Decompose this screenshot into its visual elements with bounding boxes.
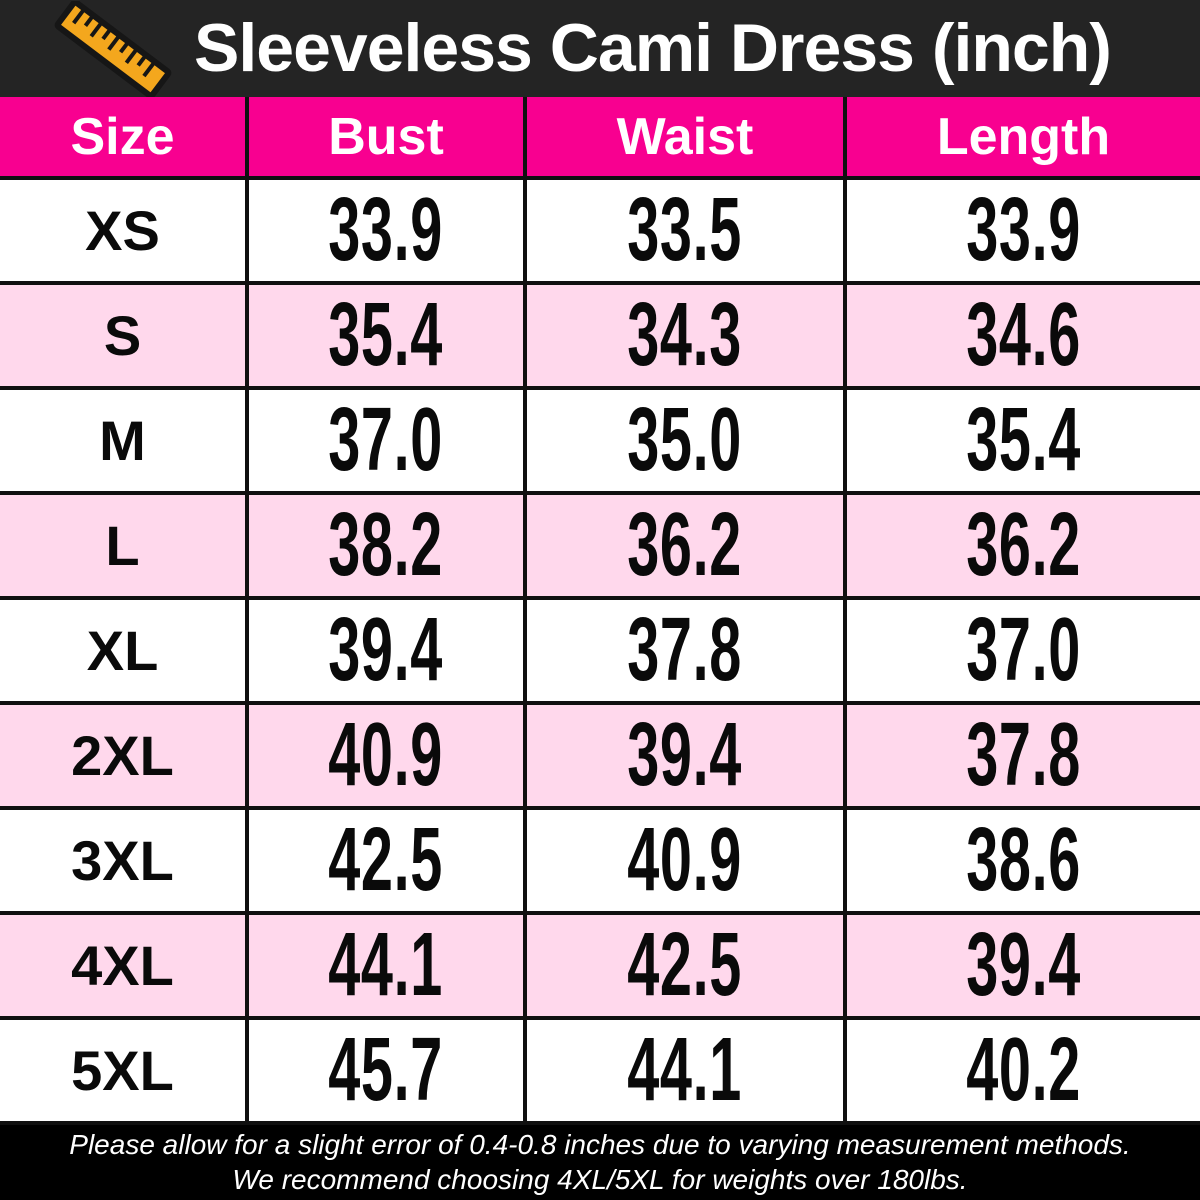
size-cell: 5XL bbox=[0, 1016, 249, 1125]
measurement-value: 38.2 bbox=[328, 494, 444, 595]
length-cell: 38.6 bbox=[843, 806, 1200, 915]
measurement-value: 35.4 bbox=[966, 389, 1081, 490]
bust-cell: 35.4 bbox=[245, 281, 527, 390]
length-cell: 40.2 bbox=[843, 1016, 1200, 1125]
measurement-value: 35.0 bbox=[627, 389, 743, 490]
table-row: 2XL 40.9 39.4 37.8 bbox=[0, 701, 1200, 810]
column-header-length: Length bbox=[843, 97, 1200, 180]
footer-line-1: Please allow for a slight error of 0.4-0… bbox=[69, 1128, 1131, 1160]
page-title: Sleeveless Cami Dress (inch) bbox=[194, 10, 1112, 86]
bust-cell: 37.0 bbox=[245, 386, 527, 495]
measurement-value: 39.4 bbox=[328, 599, 444, 700]
length-cell: 37.0 bbox=[843, 596, 1200, 705]
measurement-value: 40.9 bbox=[627, 809, 743, 910]
waist-cell: 35.0 bbox=[523, 386, 847, 495]
size-value: 4XL bbox=[71, 934, 174, 997]
measurement-value: 39.4 bbox=[966, 914, 1081, 1015]
waist-cell: 36.2 bbox=[523, 491, 847, 600]
size-cell: L bbox=[0, 491, 249, 600]
measurement-value: 45.7 bbox=[328, 1019, 444, 1120]
measurement-value: 33.5 bbox=[627, 179, 743, 280]
size-cell: S bbox=[0, 281, 249, 390]
length-cell: 37.8 bbox=[843, 701, 1200, 810]
size-value: S bbox=[103, 304, 142, 367]
measurement-value: 33.9 bbox=[328, 179, 444, 280]
measurement-value: 44.1 bbox=[627, 1019, 743, 1120]
measurement-value: 34.6 bbox=[966, 284, 1081, 385]
measurement-value: 37.8 bbox=[966, 704, 1081, 805]
length-cell: 36.2 bbox=[843, 491, 1200, 600]
length-cell: 34.6 bbox=[843, 281, 1200, 390]
table-row: 3XL 42.5 40.9 38.6 bbox=[0, 806, 1200, 915]
waist-cell: 42.5 bbox=[523, 911, 847, 1020]
measurement-value: 40.2 bbox=[966, 1019, 1081, 1120]
size-cell: 4XL bbox=[0, 911, 249, 1020]
title-bar: Sleeveless Cami Dress (inch) bbox=[0, 0, 1200, 97]
measurement-value: 42.5 bbox=[328, 809, 444, 910]
size-value: 5XL bbox=[71, 1039, 174, 1102]
length-cell: 35.4 bbox=[843, 386, 1200, 495]
measurement-value: 35.4 bbox=[328, 284, 444, 385]
bust-cell: 42.5 bbox=[245, 806, 527, 915]
size-cell: XL bbox=[0, 596, 249, 705]
size-value: XL bbox=[86, 619, 159, 682]
bust-cell: 39.4 bbox=[245, 596, 527, 705]
column-header-waist: Waist bbox=[523, 97, 847, 180]
measurement-value: 33.9 bbox=[966, 179, 1081, 280]
measurement-value: 39.4 bbox=[627, 704, 743, 805]
bust-cell: 44.1 bbox=[245, 911, 527, 1020]
size-value: M bbox=[99, 409, 146, 472]
measurement-value: 40.9 bbox=[328, 704, 444, 805]
waist-cell: 33.5 bbox=[523, 176, 847, 285]
measurement-value: 42.5 bbox=[627, 914, 743, 1015]
bust-cell: 38.2 bbox=[245, 491, 527, 600]
measurement-value: 37.8 bbox=[627, 599, 743, 700]
size-value: 2XL bbox=[71, 724, 174, 787]
table-row: XS 33.9 33.5 33.9 bbox=[0, 176, 1200, 285]
table-header-row: Size Bust Waist Length bbox=[0, 97, 1200, 180]
table-row: 4XL 44.1 42.5 39.4 bbox=[0, 911, 1200, 1020]
length-cell: 33.9 bbox=[843, 176, 1200, 285]
measurement-value: 44.1 bbox=[328, 914, 444, 1015]
size-table: Size Bust Waist Length XS 33.9 33.5 33.9 S 35… bbox=[0, 97, 1200, 1125]
waist-cell: 44.1 bbox=[523, 1016, 847, 1125]
size-cell: 3XL bbox=[0, 806, 249, 915]
footer-line-2: We recommend choosing 4XL/5XL for weight… bbox=[232, 1164, 968, 1195]
ruler-icon bbox=[54, 0, 172, 97]
waist-cell: 40.9 bbox=[523, 806, 847, 915]
column-header-size: Size bbox=[0, 97, 249, 180]
waist-cell: 39.4 bbox=[523, 701, 847, 810]
footer-note: Please allow for a slight error of 0.4-0… bbox=[0, 1125, 1200, 1200]
table-row: 5XL 45.7 44.1 40.2 bbox=[0, 1016, 1200, 1125]
bust-cell: 40.9 bbox=[245, 701, 527, 810]
measurement-value: 37.0 bbox=[328, 389, 444, 490]
measurement-value: 38.6 bbox=[966, 809, 1081, 910]
column-header-bust: Bust bbox=[245, 97, 527, 180]
measurement-value: 36.2 bbox=[966, 494, 1081, 595]
measurement-value: 36.2 bbox=[627, 494, 743, 595]
table-row: S 35.4 34.3 34.6 bbox=[0, 281, 1200, 390]
size-value: XS bbox=[85, 199, 160, 262]
length-cell: 39.4 bbox=[843, 911, 1200, 1020]
measurement-value: 34.3 bbox=[627, 284, 743, 385]
table-row: XL 39.4 37.8 37.0 bbox=[0, 596, 1200, 705]
waist-cell: 37.8 bbox=[523, 596, 847, 705]
size-cell: M bbox=[0, 386, 249, 495]
measurement-value: 37.0 bbox=[966, 599, 1081, 700]
size-table-body: XS 33.9 33.5 33.9 S 35.4 34.3 34.6 M 37.0 35.0 35.4… bbox=[0, 176, 1200, 1125]
waist-cell: 34.3 bbox=[523, 281, 847, 390]
size-cell: XS bbox=[0, 176, 249, 285]
table-row: L 38.2 36.2 36.2 bbox=[0, 491, 1200, 600]
size-cell: 2XL bbox=[0, 701, 249, 810]
table-row: M 37.0 35.0 35.4 bbox=[0, 386, 1200, 495]
bust-cell: 45.7 bbox=[245, 1016, 527, 1125]
bust-cell: 33.9 bbox=[245, 176, 527, 285]
size-value: L bbox=[105, 514, 140, 577]
size-value: 3XL bbox=[71, 829, 174, 892]
